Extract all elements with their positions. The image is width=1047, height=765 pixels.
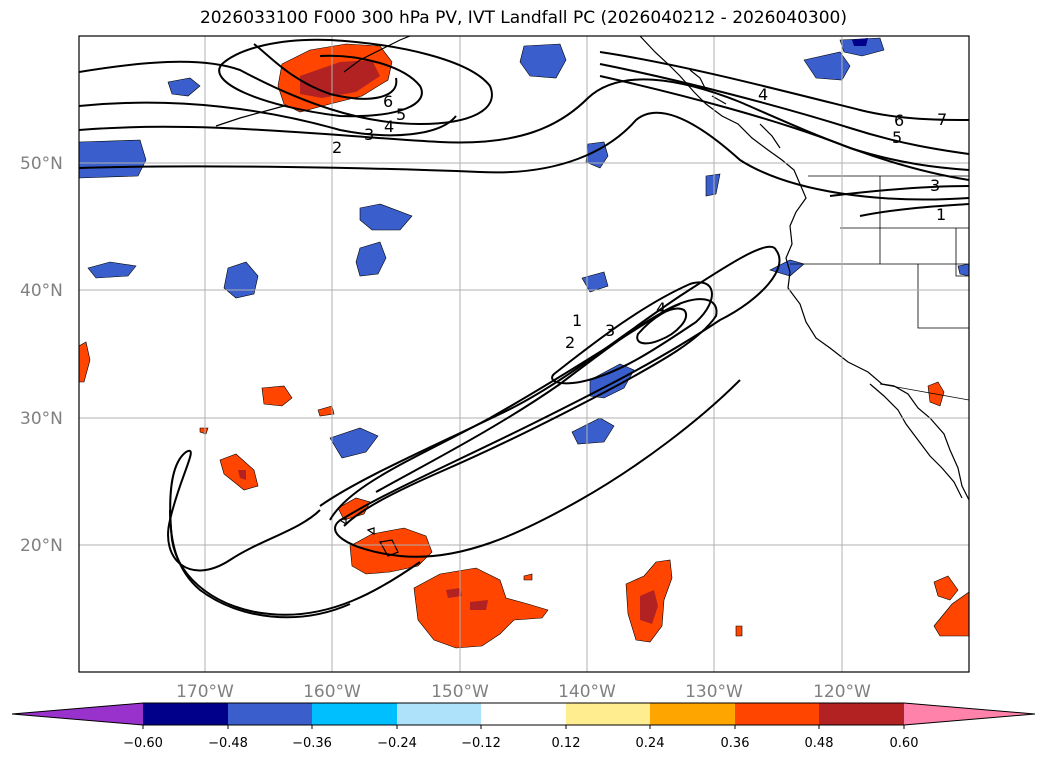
colorbar-tick-label: 0.48 xyxy=(805,736,834,751)
colorbar-tick-label: −0.24 xyxy=(377,736,417,751)
colorbar-tick-label: 0.60 xyxy=(890,736,919,751)
contour-label: 5 xyxy=(892,128,902,147)
contour-label: 4 xyxy=(384,117,394,136)
contour-label: 3 xyxy=(605,321,615,340)
contour-label: 4 xyxy=(758,85,768,104)
lat-label: 40°N xyxy=(20,281,63,301)
ivt-contours xyxy=(79,38,969,619)
lat-label: 50°N xyxy=(20,154,63,174)
contour-label: 2 xyxy=(565,333,575,352)
map-title: 2026033100 F000 300 hPa PV, IVT Landfall… xyxy=(199,8,847,28)
colorbar-extend-max xyxy=(904,703,1035,725)
gridlines xyxy=(79,36,969,672)
lat-label: 30°N xyxy=(20,409,63,429)
colorbar-segment xyxy=(819,703,904,725)
lon-label: 130°W xyxy=(685,682,743,702)
latitude-labels: 50°N 40°N 30°N 20°N xyxy=(20,154,63,556)
colorbar-segment xyxy=(312,703,397,725)
lat-label: 20°N xyxy=(20,536,63,556)
contour-label: 1 xyxy=(572,311,582,330)
colorbar-tick-label: 0.12 xyxy=(552,736,581,751)
contour-label: 5 xyxy=(396,105,406,124)
colorbar-segment xyxy=(143,703,228,725)
colorbar-tick-label: −0.36 xyxy=(292,736,332,751)
political-borders xyxy=(790,175,969,401)
contour-label: 3 xyxy=(930,176,940,195)
colorbar-segment xyxy=(566,703,650,725)
contour-label: 1 xyxy=(936,205,946,224)
contour-label: 3 xyxy=(364,125,374,144)
longitude-labels: 170°W 160°W 150°W 140°W 130°W 120°W xyxy=(176,682,871,702)
map-panel: 6 5 4 3 2 4 6 5 7 3 1 1 2 3 4 xyxy=(79,36,969,672)
colorbar-tick-label: −0.48 xyxy=(208,736,248,751)
lon-label: 150°W xyxy=(431,682,489,702)
contour-label: 2 xyxy=(332,138,342,157)
contour-label: 7 xyxy=(937,110,947,129)
colorbar-segment xyxy=(397,703,481,725)
contour-label: 4 xyxy=(656,299,666,318)
lon-label: 160°W xyxy=(303,682,361,702)
lon-label: 170°W xyxy=(176,682,234,702)
contour-labels: 6 5 4 3 2 4 6 5 7 3 1 1 2 3 4 xyxy=(332,85,947,352)
pv-anomaly-shading xyxy=(79,37,969,649)
colorbar-tick-label: −0.12 xyxy=(461,736,501,751)
lon-label: 140°W xyxy=(558,682,616,702)
colorbar-tick-label: 0.36 xyxy=(721,736,750,751)
contour-label: 6 xyxy=(894,111,904,130)
contour-label: 6 xyxy=(383,92,393,111)
colorbar-tick-label: 0.24 xyxy=(636,736,665,751)
colorbar: −0.60 −0.48 −0.36 −0.24 −0.12 0.12 0.24 … xyxy=(11,702,1036,751)
colorbar-segment xyxy=(735,703,819,725)
colorbar-extend-min xyxy=(12,703,143,725)
colorbar-segment xyxy=(228,703,312,725)
lon-label: 120°W xyxy=(813,682,871,702)
colorbar-segment xyxy=(650,703,735,725)
colorbar-tick-label: −0.60 xyxy=(123,736,163,751)
map-frame xyxy=(78,35,970,673)
colorbar-segment xyxy=(481,703,566,725)
